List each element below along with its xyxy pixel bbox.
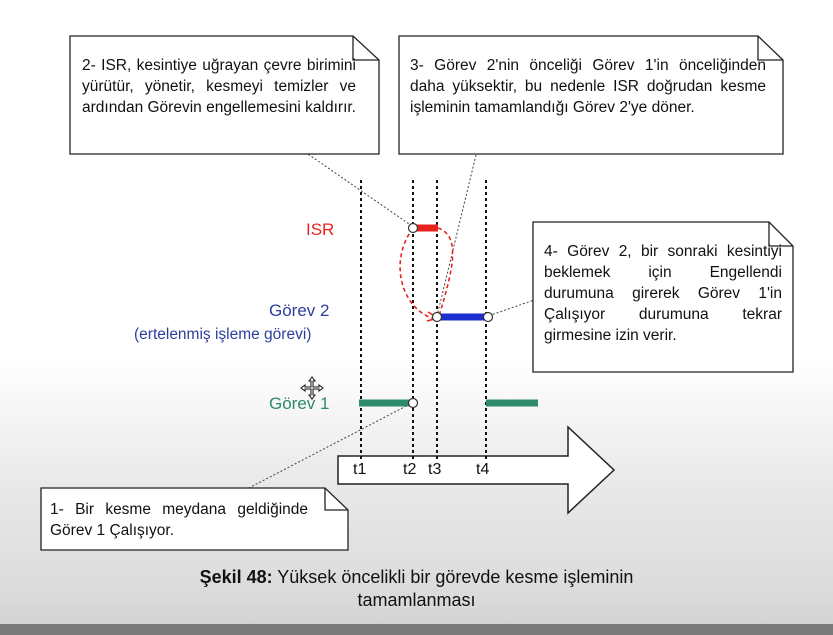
callout-box-4 bbox=[532, 221, 794, 373]
callout-text-4: 4- Görev 2, bir sonraki kesintiyi beklem… bbox=[544, 243, 782, 344]
tick-label-t2: t2 bbox=[403, 461, 417, 478]
bottom-bar bbox=[0, 624, 833, 635]
caption-prefix: Şekil 48: bbox=[199, 567, 273, 587]
leader-line-note1 bbox=[244, 402, 413, 491]
leader-line-note4 bbox=[487, 297, 541, 317]
callout-fold-4 bbox=[768, 222, 793, 247]
tick-label-t3: t3 bbox=[428, 461, 442, 478]
figure-caption: Şekil 48: Yüksek öncelikli bir görevde k… bbox=[0, 566, 833, 612]
callout-text-1: 1- Bir kesme meydana geldiğinde Görev 1 … bbox=[50, 501, 308, 539]
callout-text-2: 2- ISR, kesintiye uğrayan çevre birimini… bbox=[82, 57, 356, 116]
tick-label-t4: t4 bbox=[476, 461, 490, 478]
move-cursor-icon bbox=[300, 376, 324, 400]
event-circle-task1 bbox=[407, 397, 419, 409]
callout-fold-1 bbox=[324, 488, 348, 511]
task2-sublabel: (ertelenmiş işleme görevi) bbox=[134, 326, 312, 343]
event-circle-task2-start bbox=[431, 311, 443, 323]
leader-line-note3 bbox=[436, 154, 477, 317]
task2-label: Görev 2 bbox=[269, 301, 330, 320]
isr-exit-curve bbox=[437, 227, 454, 314]
caption-text: Yüksek öncelikli bir görevde kesme işlem… bbox=[272, 567, 634, 587]
event-circle-isr bbox=[407, 222, 419, 234]
callout-box-3 bbox=[398, 35, 784, 155]
tick-label-t1: t1 bbox=[353, 461, 367, 478]
isr-label: ISR bbox=[306, 220, 335, 239]
task1-label: Görev 1 bbox=[269, 394, 330, 413]
isr-entry-curve bbox=[399, 227, 433, 319]
time-arrow bbox=[337, 425, 616, 515]
callout-fold-3 bbox=[757, 36, 783, 61]
event-circle-task2-end bbox=[482, 311, 494, 323]
callout-box-1 bbox=[40, 487, 349, 551]
caption-line2: tamamlanması bbox=[357, 590, 476, 610]
leader-line-note2 bbox=[304, 151, 413, 227]
callout-fold-2 bbox=[352, 36, 379, 61]
callout-text-3: 3- Görev 2'nin önceliği Görev 1'in öncel… bbox=[410, 57, 766, 116]
callout-box-2 bbox=[69, 35, 380, 155]
